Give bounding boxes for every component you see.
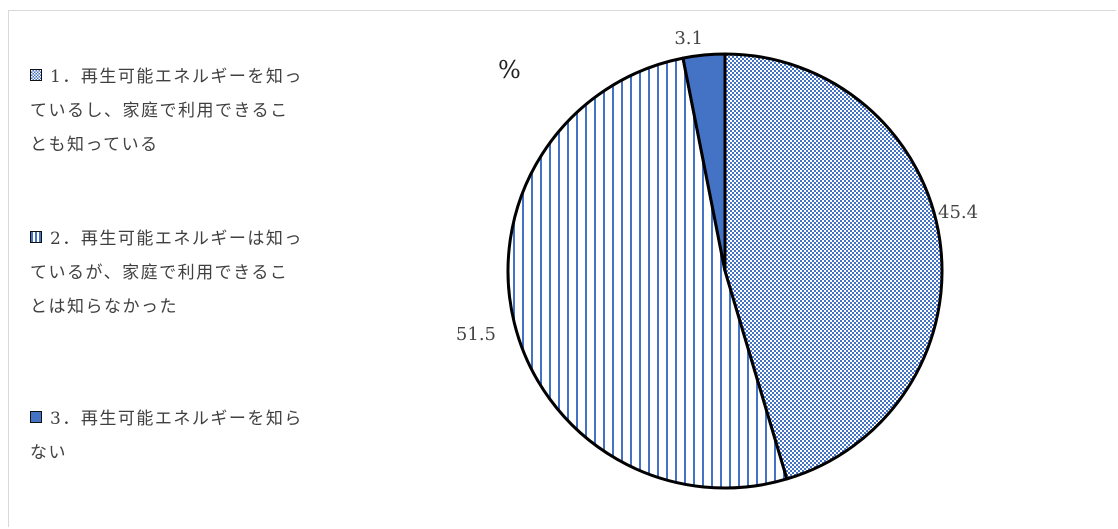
legend-item-3-line1: 3．再生可能エネルギーを知ら	[50, 409, 303, 429]
pie-value-label-1: 45.4	[938, 202, 978, 223]
legend-item-2: 2．再生可能エネルギーは知っ ているが、家庭で利用できるこ とは知らなかった	[30, 222, 360, 324]
pie-slice-3	[681, 52, 727, 273]
legend-item-3-line2: ない	[30, 443, 67, 463]
legend-item-2-line1: 2．再生可能エネルギーは知っ	[50, 229, 303, 249]
legend-item-2-line3: とは知らなかった	[30, 297, 178, 317]
pie-slices	[506, 52, 944, 490]
chart-frame	[8, 10, 1116, 527]
legend-swatch-dots-icon	[30, 68, 42, 81]
legend-item-1-line2: ているし、家庭で利用できるこ	[30, 101, 289, 121]
legend-item-2-line2: ているが、家庭で利用できるこ	[30, 263, 289, 283]
pie-slice-2	[506, 56, 789, 490]
pie-value-labels: 45.4 51.5 3.1	[456, 28, 978, 345]
pie-slice-1	[723, 52, 944, 481]
legend-swatch-solid-icon	[30, 410, 42, 423]
pie-value-label-3: 3.1	[674, 28, 703, 49]
unit-label: %	[498, 56, 521, 84]
legend-item-3: 3．再生可能エネルギーを知ら ない	[30, 402, 360, 470]
legend-item-1-line1: 1．再生可能エネルギーを知っ	[50, 67, 303, 87]
legend-swatch-stripes-icon	[30, 230, 42, 243]
legend-item-1-line3: とも知っている	[30, 135, 159, 155]
legend-item-1: 1．再生可能エネルギーを知っ ているし、家庭で利用できるこ とも知っている	[30, 60, 360, 162]
pie-value-label-2: 51.5	[456, 324, 496, 345]
